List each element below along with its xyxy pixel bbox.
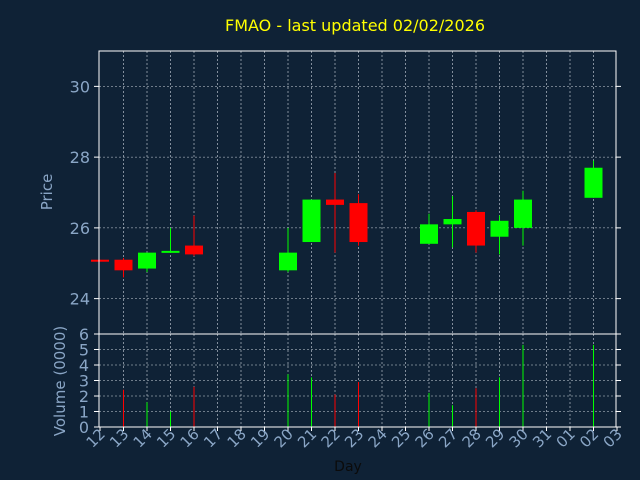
price-tick-label: 30 — [70, 77, 90, 96]
candle-body — [91, 259, 109, 262]
chart-title: FMAO - last updated 02/02/2026 — [225, 16, 485, 35]
price-tick-label: 26 — [70, 219, 90, 238]
volume-tick-label: 1 — [79, 403, 89, 422]
price-tick-label: 24 — [70, 290, 90, 309]
candle-body — [443, 219, 462, 225]
candle-body — [584, 167, 603, 198]
volume-tick-label: 0 — [79, 418, 89, 437]
volume-tick-label: 2 — [79, 387, 89, 406]
price-tick-label: 28 — [70, 148, 90, 167]
candle-body — [420, 224, 438, 244]
candle-body — [185, 245, 203, 255]
volume-bars — [123, 344, 594, 427]
day-axis-ticks: 1213141516171819202122232425262728293031… — [83, 425, 626, 451]
candle-body — [279, 252, 297, 271]
volume-tick-label: 5 — [79, 341, 89, 360]
price-candles — [91, 160, 603, 278]
volume-axis-label: Volume (0000) — [51, 326, 69, 436]
volume-tick-label: 3 — [79, 372, 89, 391]
candle-body — [161, 250, 180, 253]
candle-body — [514, 199, 532, 228]
price-axis-label: Price — [38, 174, 56, 211]
day-axis-label: Day — [334, 459, 362, 475]
candle-body — [326, 199, 344, 205]
candle-body — [490, 220, 509, 237]
candle-body — [138, 252, 156, 269]
price-axis-ticks: 24 26 28 30 — [70, 77, 621, 309]
volume-tick-label: 4 — [79, 356, 89, 375]
candle-body — [302, 199, 321, 243]
candle-body — [467, 211, 485, 246]
candle-body — [114, 259, 133, 271]
volume-tick-label: 6 — [79, 325, 89, 344]
candle-body — [349, 203, 368, 243]
